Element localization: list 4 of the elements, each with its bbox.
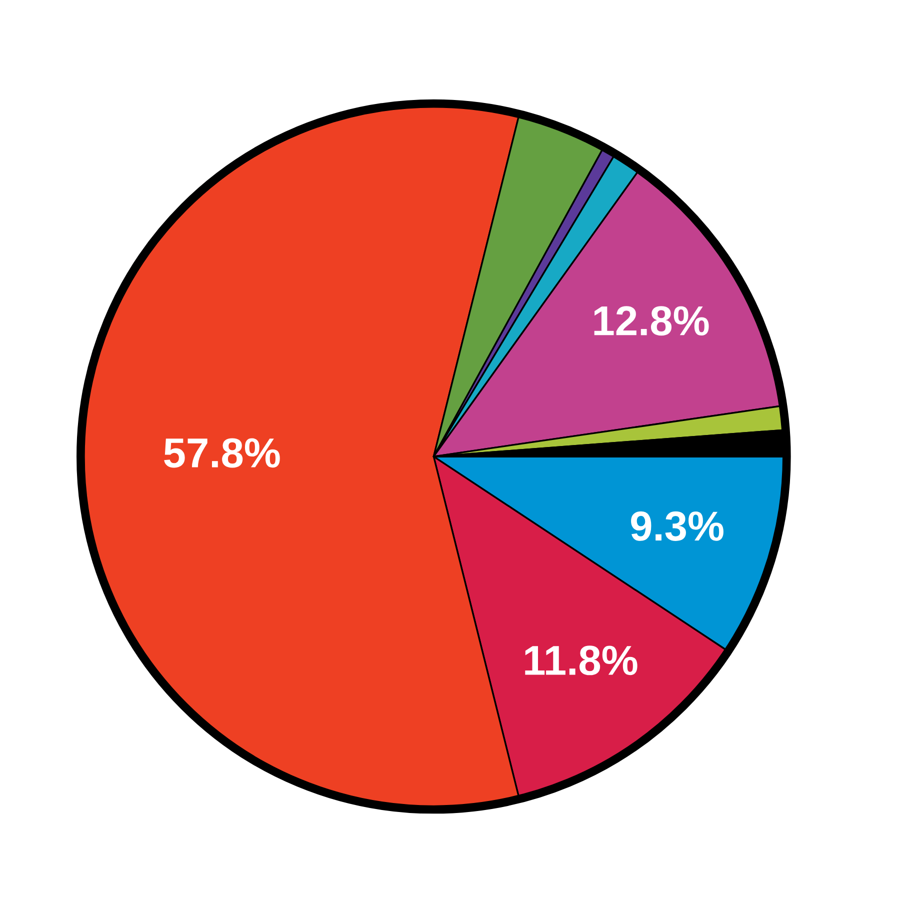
data-label: 11.8%: [525, 646, 638, 676]
data-label: 12.8%: [594, 306, 709, 336]
data-label: 9.3%: [631, 511, 724, 541]
data-label: 57.8%: [164, 438, 280, 468]
